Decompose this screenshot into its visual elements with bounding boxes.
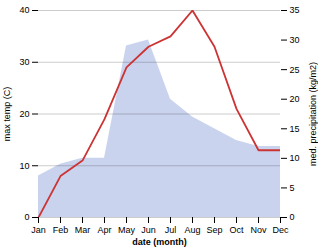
svg-text:med. precipitation (kg/m2): med. precipitation (kg/m2) <box>308 62 318 166</box>
svg-text:date (month): date (month) <box>132 237 187 247</box>
svg-text:10: 10 <box>19 161 29 171</box>
svg-text:25: 25 <box>290 65 300 75</box>
svg-text:0: 0 <box>290 212 295 222</box>
svg-text:Sep: Sep <box>206 225 222 235</box>
svg-text:Dec: Dec <box>272 225 289 235</box>
svg-text:5: 5 <box>290 183 295 193</box>
svg-text:20: 20 <box>290 94 300 104</box>
svg-text:May: May <box>118 225 136 235</box>
svg-text:20: 20 <box>19 109 29 119</box>
svg-text:Jun: Jun <box>141 225 156 235</box>
svg-text:Mar: Mar <box>75 225 91 235</box>
svg-text:max temp (C): max temp (C) <box>2 87 12 142</box>
svg-text:10: 10 <box>290 153 300 163</box>
svg-text:Apr: Apr <box>97 225 111 235</box>
svg-text:Jul: Jul <box>165 225 177 235</box>
svg-text:Nov: Nov <box>250 225 267 235</box>
svg-text:Aug: Aug <box>184 225 200 235</box>
svg-text:15: 15 <box>290 124 300 134</box>
svg-text:35: 35 <box>290 5 300 15</box>
svg-text:30: 30 <box>19 57 29 67</box>
svg-text:0: 0 <box>24 212 29 222</box>
svg-text:Jan: Jan <box>31 225 46 235</box>
svg-text:Feb: Feb <box>53 225 69 235</box>
svg-text:30: 30 <box>290 35 300 45</box>
svg-text:Oct: Oct <box>229 225 244 235</box>
svg-text:40: 40 <box>19 5 29 15</box>
